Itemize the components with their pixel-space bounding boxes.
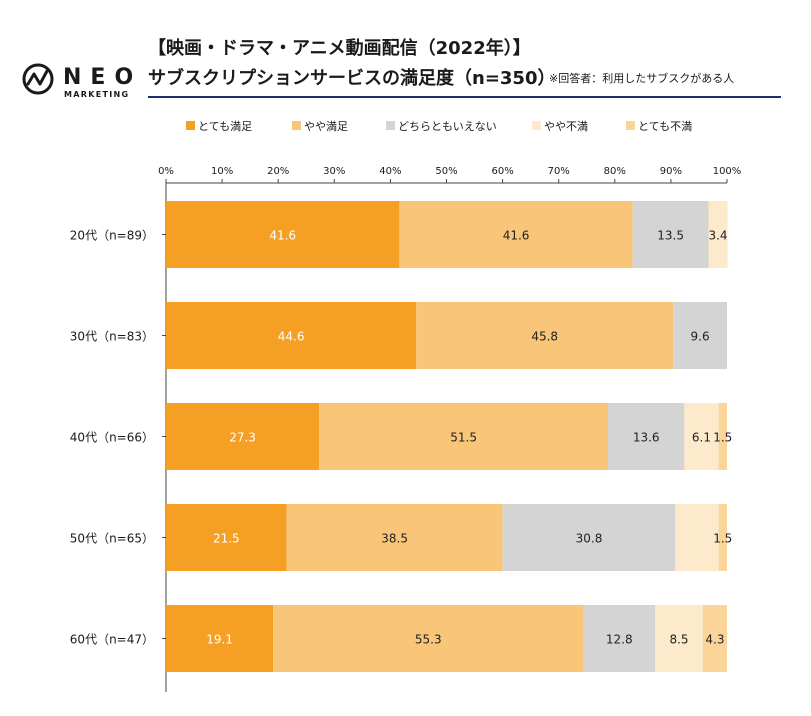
x-tick-label: 40% — [379, 166, 401, 177]
x-tick-label: 60% — [491, 166, 513, 177]
legend-label: やや不満 — [544, 120, 588, 133]
bar-segment — [718, 403, 727, 470]
bar-segment — [286, 504, 503, 571]
data-label: 13.6 — [633, 431, 660, 445]
bar-segment — [673, 302, 727, 369]
bar-segment — [416, 302, 674, 369]
category-label: 60代（n=47） — [70, 633, 154, 647]
data-label: 8.5 — [669, 633, 688, 647]
bar-segment — [632, 201, 709, 268]
legend: とても満足 やや満足 どちらともいえない やや不満 とても不満 — [186, 120, 692, 133]
x-tick-label: 80% — [604, 166, 626, 177]
bar-segment — [583, 605, 656, 672]
bar-segment — [166, 201, 400, 268]
legend-swatch — [626, 121, 635, 130]
data-label: 6.1 — [692, 431, 711, 445]
data-label: 51.5 — [450, 431, 477, 445]
x-tick-label: 50% — [435, 166, 457, 177]
data-label: 41.6 — [503, 229, 530, 243]
bar-segment — [166, 302, 417, 369]
legend-label: とても不満 — [638, 120, 692, 133]
category-label: 40代（n=66） — [70, 431, 154, 445]
data-label: 4.3 — [705, 633, 724, 647]
data-label: 1.5 — [713, 431, 732, 445]
legend-swatch — [386, 121, 395, 130]
x-tick-label: 20% — [267, 166, 289, 177]
category-label: 20代（n=89） — [70, 229, 154, 243]
legend-swatch — [186, 121, 195, 130]
brand-name: NEO — [63, 65, 142, 90]
data-label: 21.5 — [213, 532, 240, 546]
bar-segment — [166, 504, 287, 571]
data-label: 41.6 — [269, 229, 296, 243]
bar-segment — [166, 403, 320, 470]
neo-marketing-logo: NEO MARKETING — [22, 63, 142, 99]
legend-label: とても満足 — [198, 120, 252, 133]
bar-segment — [684, 403, 719, 470]
bar-segment — [655, 605, 703, 672]
respondent-note: ※回答者：利用したサブスクがある人 — [549, 71, 734, 85]
data-label: 12.8 — [606, 633, 633, 647]
category-labels: 20代（n=89） 30代（n=83） 40代（n=66） 50代（n=65） 60代（… — [70, 229, 166, 647]
bar-segment — [708, 201, 728, 268]
brand-sub: MARKETING — [64, 90, 129, 99]
x-tick-label: 100% — [713, 166, 742, 177]
bar-segment — [502, 504, 676, 571]
bar-segment — [608, 403, 685, 470]
data-label: 27.3 — [229, 431, 256, 445]
bars: 41.6 41.6 13.5 3.4 44.6 45.8 9.6 27.3 51.5 13.6 6.… — [166, 201, 732, 672]
x-tick-label: 90% — [660, 166, 682, 177]
x-tick-label: 30% — [323, 166, 345, 177]
title-line-1: 【映画・ドラマ・アニメ動画配信（2022年）】 — [148, 37, 531, 59]
data-label: 9.6 — [691, 330, 710, 344]
x-tick-label: 0% — [158, 166, 174, 177]
data-label: 3.4 — [708, 229, 727, 243]
logo-zigzag-icon — [26, 69, 49, 86]
legend-label: どちらともいえない — [398, 120, 497, 133]
bar-segment — [319, 403, 609, 470]
legend-swatch — [532, 121, 541, 130]
data-label: 19.1 — [206, 633, 233, 647]
data-label: 44.6 — [278, 330, 305, 344]
bar-segment — [718, 504, 727, 571]
data-label: 30.8 — [576, 532, 603, 546]
x-axis: 0% 10% 20% 30% 40% 50% 60% 70% 80% 90% 100% — [158, 166, 742, 184]
bar-segment — [399, 201, 633, 268]
bar-segment — [273, 605, 584, 672]
bar-segment — [675, 504, 719, 571]
title-line-2: サブスクリプションサービスの満足度（n=350） — [148, 67, 555, 89]
data-label: 13.5 — [657, 229, 684, 243]
legend-swatch — [292, 121, 301, 130]
logo-circle-icon — [22, 63, 54, 95]
data-label: 45.8 — [531, 330, 558, 344]
data-label: 1.5 — [713, 532, 732, 546]
legend-label: やや満足 — [304, 120, 348, 133]
category-label: 50代（n=65） — [70, 532, 154, 546]
data-label: 55.3 — [415, 633, 442, 647]
x-tick-label: 10% — [211, 166, 233, 177]
category-label: 30代（n=83） — [70, 330, 154, 344]
bar-segment — [166, 605, 274, 672]
bar-segment — [702, 605, 727, 672]
data-label: 38.5 — [381, 532, 408, 546]
x-tick-label: 70% — [548, 166, 570, 177]
